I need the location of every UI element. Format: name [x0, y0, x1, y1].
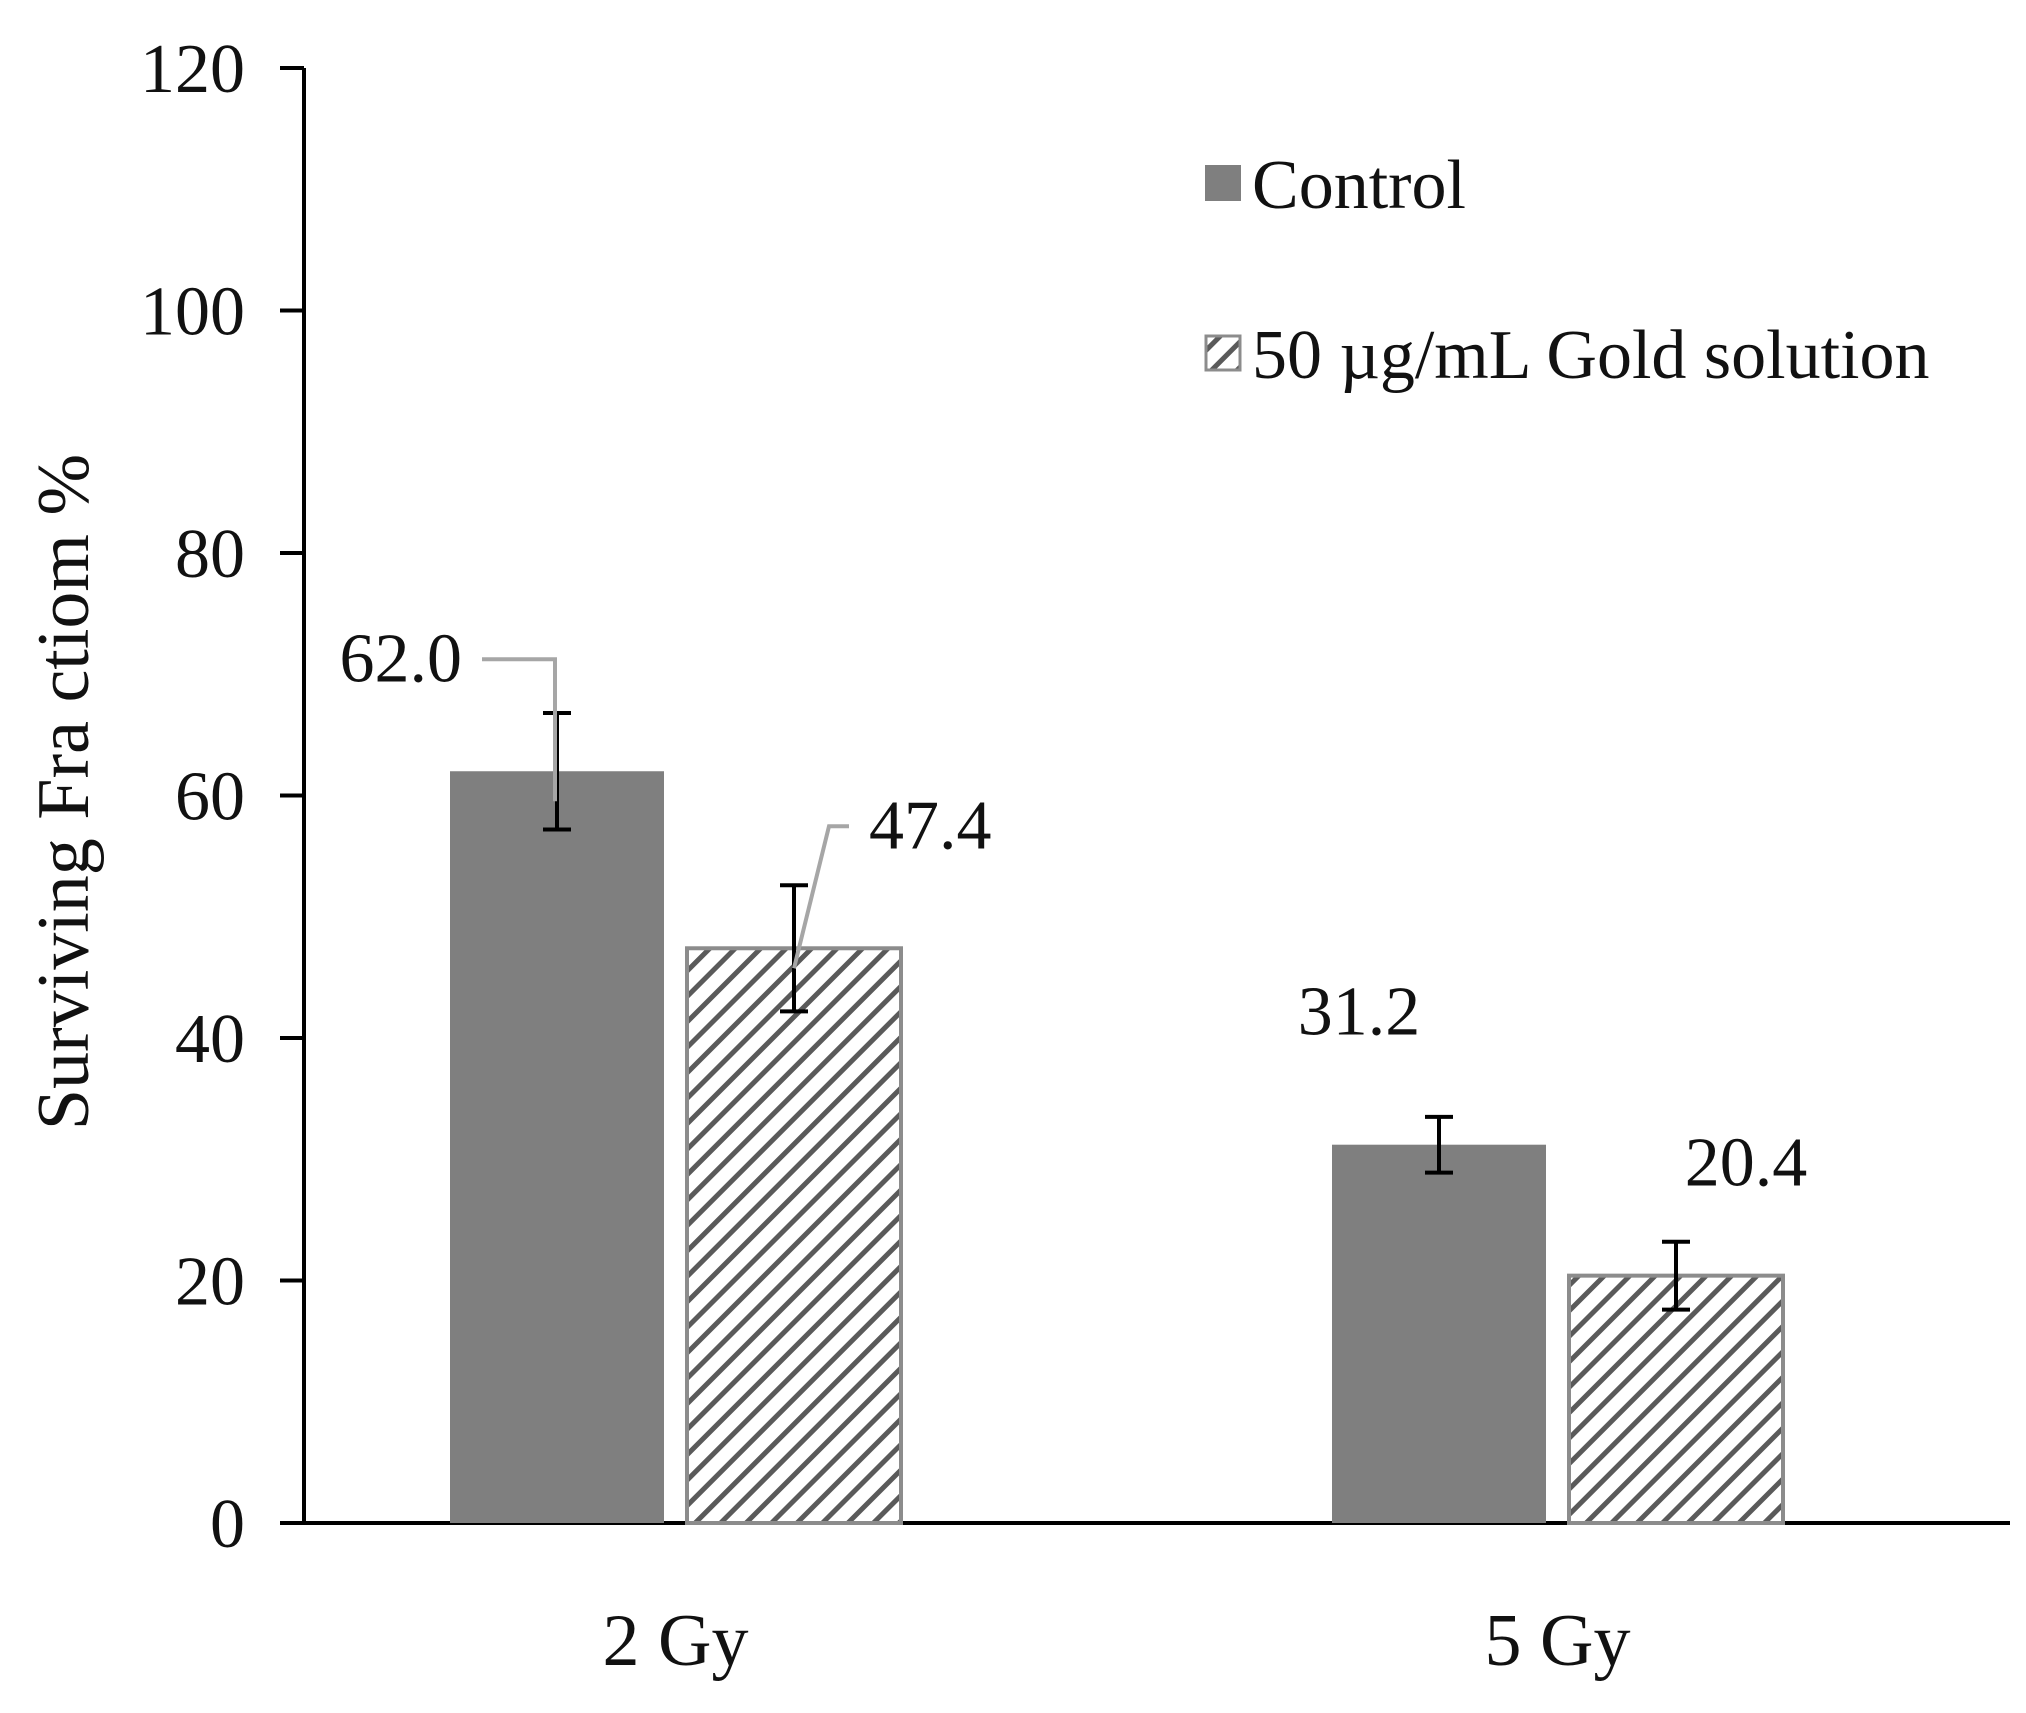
legend: Control 50 µg/mL Gold solution [1204, 147, 1929, 394]
bar-control-1 [1332, 1144, 1546, 1523]
bar-gold-1 [1567, 1273, 1785, 1526]
data-label-gold-1: 20.4 [1685, 1125, 1808, 1202]
data-label-gold-0: 47.4 [869, 787, 992, 864]
y-tick-label-80: 80 [175, 516, 245, 593]
y-tick-label-120: 120 [140, 31, 245, 108]
y-tick-label-20: 20 [175, 1244, 245, 1321]
leader-line-gold-0 [792, 824, 849, 969]
y-tick-label-60: 60 [175, 759, 245, 836]
x-category-label-0: 2 Gy [603, 1600, 749, 1682]
y-axis-ticks: 0 20 40 60 80 100 120 [140, 31, 304, 1563]
legend-label-control: Control [1252, 147, 1466, 224]
y-tick-label-100: 100 [140, 274, 245, 351]
leader-line-control-0 [482, 657, 557, 802]
bar-gold-0 [685, 946, 903, 1525]
legend-swatch-control [1205, 165, 1241, 201]
y-axis-title: Surviving Fra ctiom % [23, 454, 105, 1130]
y-tick-label-0: 0 [210, 1486, 245, 1563]
bar-series [450, 771, 1785, 1526]
legend-label-gold: 50 µg/mL Gold solution [1252, 317, 1929, 394]
label-leader-lines [482, 657, 849, 969]
error-bars [543, 711, 1690, 1312]
data-label-control-0: 62.0 [340, 620, 463, 697]
x-category-label-1: 5 Gy [1485, 1600, 1631, 1682]
bar-control-0 [450, 771, 664, 1523]
x-axis-categories: 2 Gy 5 Gy [603, 1600, 1631, 1682]
y-tick-label-40: 40 [175, 1001, 245, 1078]
data-labels: 62.0 47.4 31.2 20.4 [340, 620, 1808, 1201]
legend-swatch-gold [1204, 334, 1242, 372]
data-label-control-1: 31.2 [1298, 974, 1421, 1051]
